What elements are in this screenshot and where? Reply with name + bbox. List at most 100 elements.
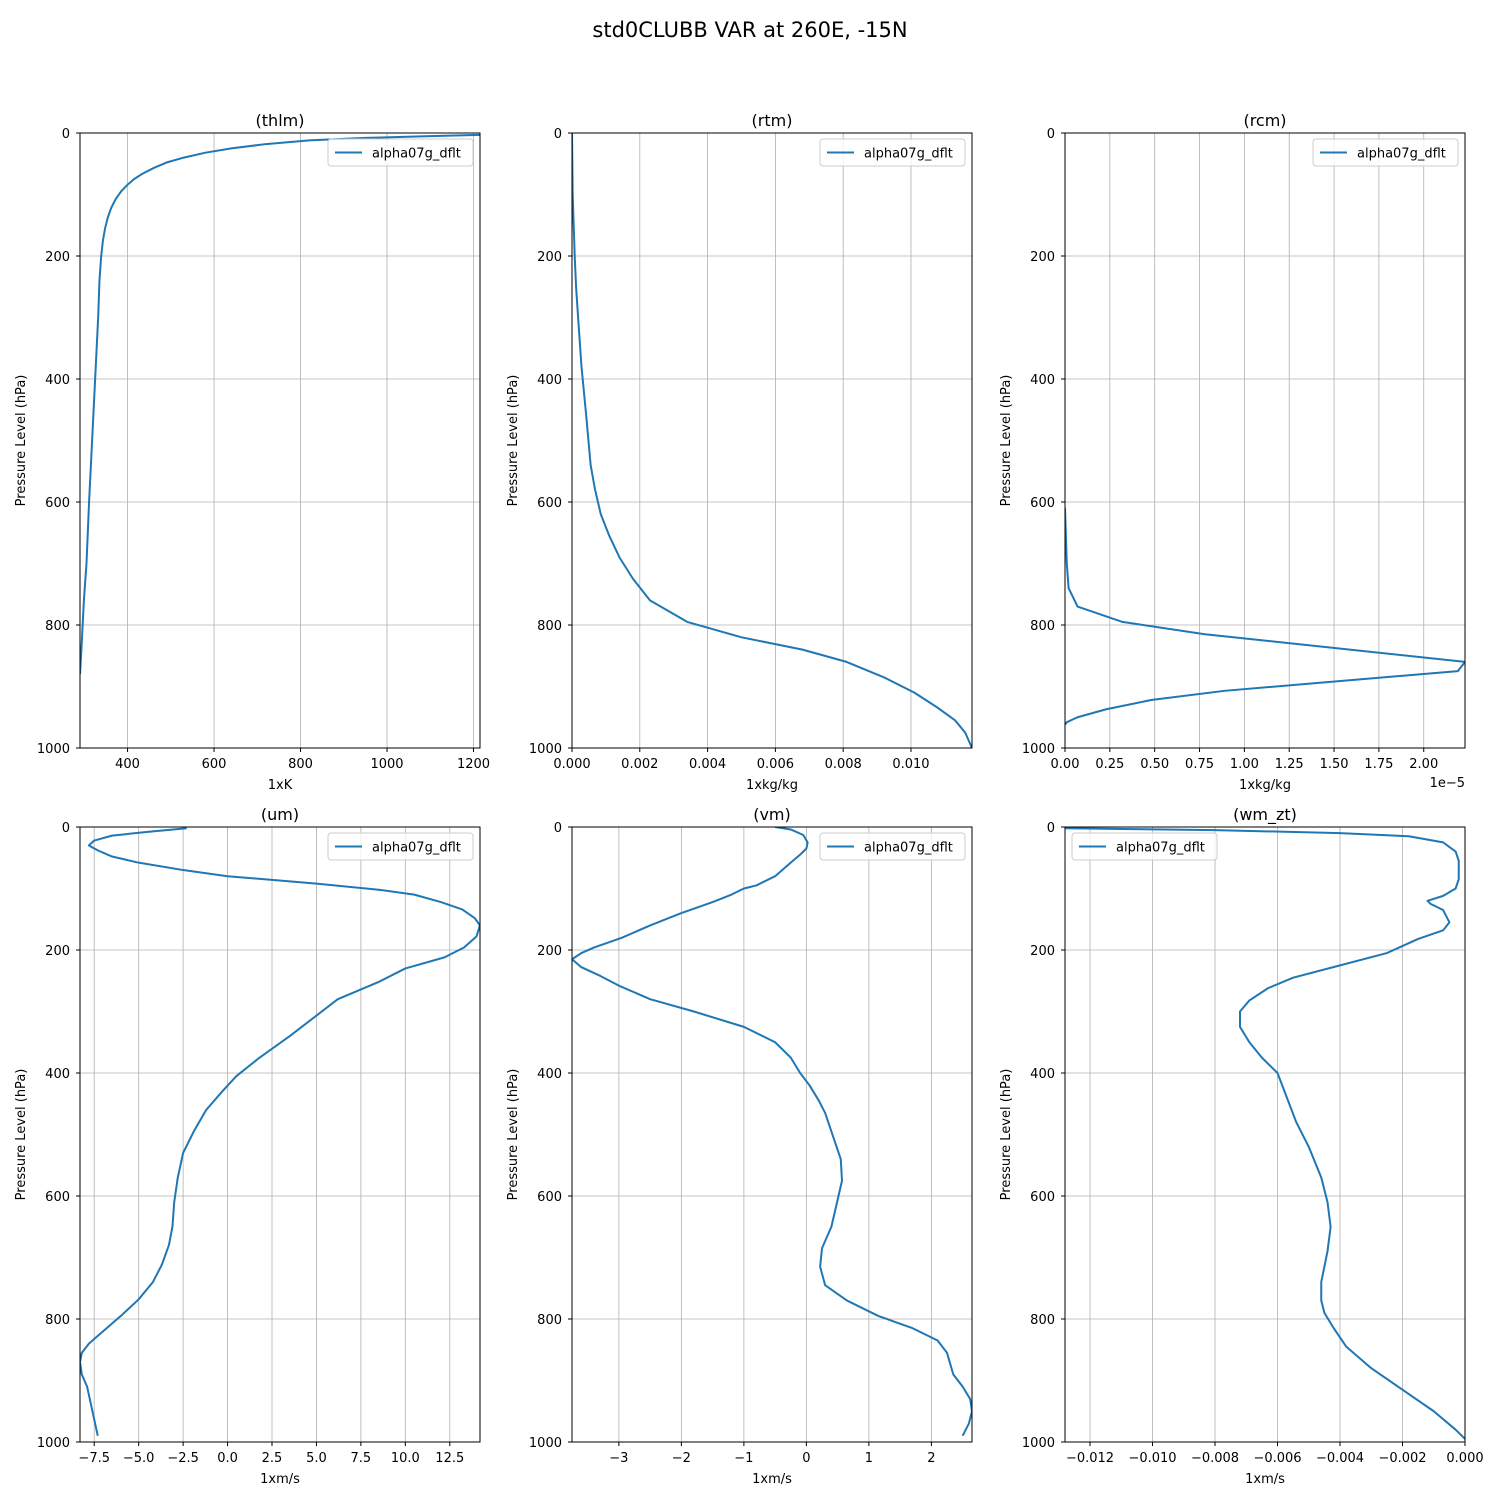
x-tick-label: −0.004 xyxy=(1316,1451,1364,1466)
y-tick-label: 200 xyxy=(537,944,562,959)
x-tick-label: −0.002 xyxy=(1378,1451,1426,1466)
plot-frame xyxy=(79,132,481,749)
y-tick-label: 1000 xyxy=(37,742,70,757)
y-tick-label: 400 xyxy=(45,373,70,388)
y-tick-label: 0 xyxy=(1047,127,1055,142)
x-tick-label: 1 xyxy=(865,1451,873,1466)
legend-label: alpha07g_dflt xyxy=(864,841,953,856)
x-tick-label: 1.25 xyxy=(1275,757,1304,772)
plot-frame xyxy=(571,132,973,749)
panel-4: −7.5 −5.0 −2.5 0.0 2.5 5.0 7.5 10.0 12.5 0 200 400 6… xyxy=(14,805,481,1487)
panels-container: 400 600 800 1000 120002004006008001000(thlm)… xyxy=(14,111,1484,1487)
x-tick-label: 1200 xyxy=(457,757,490,772)
x-tick-label: 0.008 xyxy=(825,757,862,772)
legend: alpha07g_dflt xyxy=(819,832,966,861)
x-axis-label: 1xK xyxy=(268,778,293,793)
plot-frame xyxy=(571,826,973,1443)
legend-box xyxy=(1312,138,1459,167)
x-tick-label: 0.000 xyxy=(1446,1451,1483,1466)
x-tick-label: 5.0 xyxy=(306,1451,327,1466)
figure-title: std0CLUBB VAR at 260E, -15N xyxy=(592,18,907,42)
x-tick-label: 0.000 xyxy=(553,757,590,772)
x-tick-label: 1.50 xyxy=(1320,757,1349,772)
y-tick-label: 0 xyxy=(1047,821,1055,836)
y-axis-label: Pressure Level (hPa) xyxy=(999,375,1014,507)
x-tick-label: 0.006 xyxy=(757,757,794,772)
panel-6: −0.012 −0.010 −0.008 −0.006 −0.004 −0.002 0.00… xyxy=(999,805,1484,1487)
y-tick-label: 200 xyxy=(537,250,562,265)
y-tick-label: 0 xyxy=(554,127,562,142)
y-tick-label: 0 xyxy=(62,821,70,836)
x-axis-label: 1xkg/kg xyxy=(1239,778,1291,793)
x-tick-label: 400 xyxy=(115,757,140,772)
y-axis-label: Pressure Level (hPa) xyxy=(14,1069,29,1201)
y-axis-label: Pressure Level (hPa) xyxy=(14,375,29,507)
y-tick-label: 600 xyxy=(1030,496,1055,511)
x-tick-label: 2 xyxy=(927,1451,935,1466)
y-tick-label: 0 xyxy=(554,821,562,836)
series-line xyxy=(80,133,480,675)
x-axis-label: 1xm/s xyxy=(752,1472,792,1487)
plot-frame xyxy=(79,826,481,1443)
legend-label: alpha07g_dflt xyxy=(1357,147,1446,162)
x-tick-label: 0.002 xyxy=(621,757,658,772)
x-tick-label: 10.0 xyxy=(391,1451,420,1466)
x-tick-label: 0 xyxy=(802,1451,810,1466)
y-tick-label: 400 xyxy=(1030,373,1055,388)
x-tick-label: 0.0 xyxy=(217,1451,238,1466)
y-tick-label: 600 xyxy=(45,1190,70,1205)
y-tick-label: 800 xyxy=(45,1313,70,1328)
panel-title: (vm) xyxy=(753,805,791,824)
x-tick-label: 1000 xyxy=(370,757,403,772)
x-tick-label: −3 xyxy=(609,1451,628,1466)
x-tick-label: 0.010 xyxy=(892,757,929,772)
series-line xyxy=(572,827,972,1437)
y-tick-label: 1000 xyxy=(1022,742,1055,757)
y-tick-label: 400 xyxy=(1030,1067,1055,1082)
panel-3: 0.00 0.25 0.50 0.75 1.00 1.25 1.50 1.75 2.00 0 200… xyxy=(999,111,1466,793)
y-tick-label: 0 xyxy=(62,127,70,142)
y-tick-label: 600 xyxy=(537,1190,562,1205)
legend: alpha07g_dflt xyxy=(327,832,474,861)
y-tick-label: 800 xyxy=(1030,1313,1055,1328)
y-tick-label: 600 xyxy=(1030,1190,1055,1205)
panel-5: −3 −2 −1 0 1 2 0 200 400 600 800 1000 (vm) 1xm/s Press… xyxy=(506,805,973,1487)
y-tick-label: 800 xyxy=(45,619,70,634)
legend-box xyxy=(819,138,966,167)
legend: alpha07g_dflt xyxy=(1312,138,1459,167)
series-line xyxy=(1065,827,1465,1440)
y-tick-label: 400 xyxy=(537,1067,562,1082)
y-tick-label: 200 xyxy=(45,250,70,265)
x-tick-label: −2.5 xyxy=(167,1451,199,1466)
x-tick-label: 2.00 xyxy=(1409,757,1438,772)
x-tick-label: 7.5 xyxy=(351,1451,372,1466)
y-tick-label: 800 xyxy=(1030,619,1055,634)
legend: alpha07g_dflt xyxy=(819,138,966,167)
x-tick-label: 0.004 xyxy=(689,757,726,772)
y-axis-label: Pressure Level (hPa) xyxy=(506,1069,521,1201)
legend: alpha07g_dflt xyxy=(327,138,474,167)
legend-box xyxy=(327,832,474,861)
y-tick-label: 200 xyxy=(45,944,70,959)
y-axis-label: Pressure Level (hPa) xyxy=(506,375,521,507)
y-axis-label: Pressure Level (hPa) xyxy=(999,1069,1014,1201)
x-tick-label: 1.00 xyxy=(1230,757,1259,772)
y-tick-label: 1000 xyxy=(529,742,562,757)
x-tick-label: −5.0 xyxy=(123,1451,155,1466)
legend-label: alpha07g_dflt xyxy=(372,147,461,162)
x-offset-label: 1e−5 xyxy=(1430,776,1465,791)
plot-frame xyxy=(1064,132,1466,749)
x-tick-label: 0.75 xyxy=(1185,757,1214,772)
legend: alpha07g_dflt xyxy=(1071,832,1218,861)
legend-box xyxy=(819,832,966,861)
x-tick-label: 600 xyxy=(202,757,227,772)
plot-frame xyxy=(1064,826,1466,1443)
x-tick-label: 12.5 xyxy=(435,1451,464,1466)
x-tick-label: −7.5 xyxy=(78,1451,110,1466)
y-tick-label: 400 xyxy=(537,373,562,388)
legend-label: alpha07g_dflt xyxy=(372,841,461,856)
y-tick-label: 800 xyxy=(537,619,562,634)
legend-label: alpha07g_dflt xyxy=(1116,841,1205,856)
y-tick-label: 600 xyxy=(537,496,562,511)
